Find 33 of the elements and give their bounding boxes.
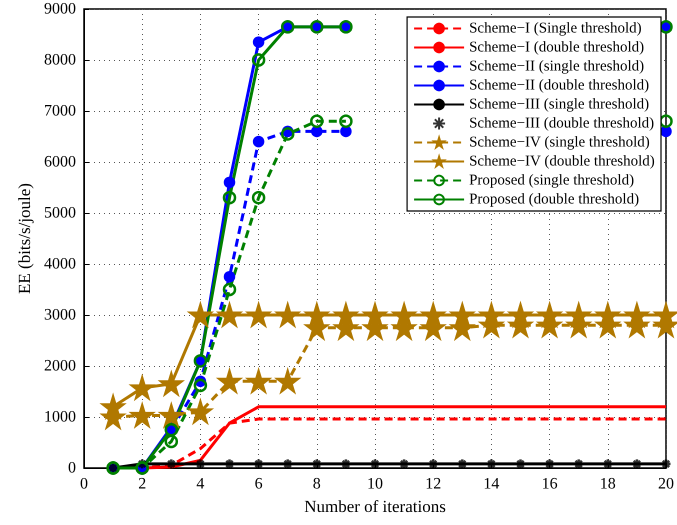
y-tick-label: 7000	[44, 102, 76, 120]
x-tick-label: 12	[425, 476, 442, 492]
y-tick-label: 9000	[44, 0, 76, 18]
x-tick-label: 4	[196, 476, 204, 492]
y-tick-label: 2000	[44, 358, 76, 374]
x-tick-label: 14	[483, 476, 500, 492]
y-tick-label: 1000	[44, 408, 76, 426]
y-tick-label: 6000	[44, 154, 76, 170]
x-axis-title: Number of iterations	[304, 497, 446, 516]
legend-label: Proposed (double threshold)	[469, 192, 640, 208]
x-tick-label: 0	[80, 476, 88, 492]
legend-label: Scheme−IV (double threshold)	[469, 154, 655, 170]
legend-label: Proposed (single threshold)	[469, 172, 634, 188]
x-tick-label: 20	[658, 476, 674, 492]
x-tick-label: 2	[138, 476, 146, 492]
legend-label: Scheme−III (double threshold)	[469, 116, 654, 132]
legend-label: Scheme−II (double threshold)	[469, 78, 650, 94]
legend-label: Scheme−II (single threshold)	[469, 58, 644, 74]
x-tick-label: 10	[367, 476, 383, 492]
y-tick-label: 3000	[44, 306, 76, 324]
y-tick-label: 5000	[44, 204, 76, 222]
legend-label: Scheme−IV (single threshold)	[469, 134, 650, 150]
legend-label: Scheme−I (double threshold)	[469, 40, 644, 56]
legend-label: Scheme−I (Single threshold)	[469, 20, 642, 36]
y-tick-label: 4000	[44, 256, 76, 272]
legend-label: Scheme−III (single threshold)	[469, 96, 650, 112]
y-tick-label: 8000	[44, 52, 76, 68]
x-tick-label: 6	[254, 476, 263, 492]
x-tick-label: 8	[312, 476, 321, 492]
x-tick-label: 16	[542, 476, 558, 492]
y-tick-label: 0	[68, 460, 76, 476]
x-tick-label: 18	[600, 476, 616, 492]
y-axis-title: EE (bits/s/joule)	[15, 183, 34, 294]
